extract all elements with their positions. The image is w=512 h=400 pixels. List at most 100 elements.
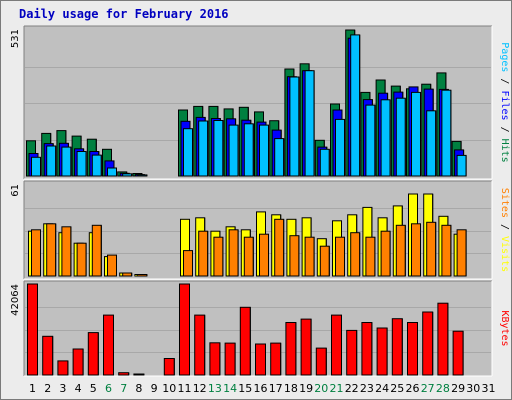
legend-bottom: KBytes — [499, 310, 510, 346]
bar-kbytes-day-20 — [315, 347, 327, 376]
bar-pages-day-3 — [61, 146, 72, 177]
day-label-9: 9 — [151, 382, 158, 395]
bar-kbytes-day-4 — [72, 348, 84, 376]
bar-sites-day-24 — [380, 230, 391, 277]
bar-pages-day-6 — [107, 167, 117, 177]
day-label-22: 22 — [345, 382, 359, 395]
bar-kbytes-day-6 — [103, 314, 114, 376]
bar-pages-day-12 — [198, 120, 209, 177]
bar-kbytes-day-22 — [346, 329, 358, 376]
bar-pages-day-26 — [411, 91, 421, 177]
panel-top: 531 Pages / Files / Hits — [10, 25, 510, 180]
bar-pages-day-4 — [76, 151, 87, 177]
legend-entry: KBytes — [499, 310, 510, 346]
bar-pages-day-18 — [289, 76, 300, 177]
bar-kbytes-day-10 — [163, 358, 175, 376]
panel-max-label: 61 — [10, 184, 21, 197]
bar-pages-day-27 — [426, 110, 437, 177]
bar-pages-day-17 — [274, 138, 285, 177]
bar-pages-day-19 — [304, 70, 315, 177]
day-label-14: 14 — [223, 382, 237, 395]
bar-sites-day-6 — [107, 254, 117, 277]
bar-sites-day-28 — [441, 224, 452, 277]
legend-entry: / — [499, 121, 510, 139]
bar-kbytes-day-27 — [422, 311, 434, 376]
legend-entry: Files — [499, 90, 510, 120]
bar-kbytes-day-7 — [118, 372, 130, 376]
bar-sites-day-19 — [304, 236, 315, 277]
bar-pages-day-5 — [91, 154, 102, 177]
panel-max-label: 531 — [10, 29, 21, 48]
bar-pages-day-28 — [441, 89, 452, 177]
day-label-30: 30 — [466, 382, 480, 395]
day-label-13: 13 — [208, 382, 222, 395]
bar-sites-day-25 — [395, 224, 406, 277]
bar-kbytes-day-19 — [300, 318, 312, 376]
day-label-10: 10 — [162, 382, 176, 395]
bar-sites-day-11 — [183, 250, 193, 277]
bar-sites-day-18 — [289, 235, 300, 277]
day-label-1: 1 — [29, 382, 36, 395]
bar-pages-day-1 — [31, 156, 41, 177]
bar-pages-day-22 — [350, 34, 361, 177]
day-label-4: 4 — [75, 382, 82, 395]
bar-kbytes-day-17 — [270, 342, 282, 376]
bar-sites-day-17 — [274, 218, 285, 277]
day-label-15: 15 — [238, 382, 252, 395]
bar-pages-day-24 — [380, 99, 391, 177]
bar-kbytes-day-18 — [285, 322, 297, 376]
bar-sites-day-12 — [198, 230, 209, 277]
bar-pages-day-8 — [137, 174, 148, 177]
bar-pages-day-21 — [335, 118, 345, 177]
legend-top: Pages / Files / Hits — [499, 42, 510, 162]
bar-kbytes-day-23 — [361, 322, 373, 376]
day-label-8: 8 — [135, 382, 142, 395]
bar-sites-day-5 — [91, 224, 102, 277]
bar-kbytes-day-29 — [452, 330, 464, 376]
bar-kbytes-day-21 — [331, 314, 342, 376]
bar-kbytes-day-13 — [209, 342, 221, 376]
bar-sites-day-14 — [228, 229, 239, 277]
day-label-29: 29 — [451, 382, 465, 395]
day-label-24: 24 — [375, 382, 389, 395]
bar-kbytes-day-24 — [376, 327, 388, 376]
bar-pages-day-11 — [183, 128, 193, 177]
bar-sites-day-21 — [335, 236, 345, 277]
day-label-18: 18 — [284, 382, 298, 395]
day-label-21: 21 — [330, 382, 344, 395]
bar-kbytes-day-5 — [87, 332, 99, 376]
bar-pages-day-20 — [319, 148, 330, 177]
day-label-16: 16 — [254, 382, 268, 395]
day-label-5: 5 — [90, 382, 97, 395]
bar-kbytes-day-14 — [224, 342, 236, 376]
bar-sites-day-1 — [31, 229, 41, 277]
panel-middle: 61 Sites / Visits — [10, 180, 510, 280]
bar-kbytes-day-12 — [194, 314, 206, 376]
bar-kbytes-day-3 — [57, 360, 69, 376]
day-axis: 1 2 3 4 5 6 7 8 9 10 11 12 13 14 15 16 17 18 19 20 21 22 23 24 2… — [29, 382, 496, 395]
bar-kbytes-day-11 — [179, 283, 190, 376]
bar-pages-day-25 — [395, 97, 406, 177]
bar-sites-day-16 — [259, 233, 269, 277]
day-label-25: 25 — [390, 382, 404, 395]
bar-kbytes-day-1 — [27, 283, 38, 376]
bar-kbytes-day-15 — [239, 306, 251, 376]
bar-sites-day-20 — [319, 245, 330, 277]
bar-kbytes-day-28 — [437, 302, 449, 376]
legend-entry: Pages — [499, 42, 510, 72]
legend-entry: Hits — [499, 139, 510, 163]
bar-pages-day-2 — [46, 145, 57, 177]
bar-pages-day-23 — [365, 104, 376, 177]
day-label-17: 17 — [269, 382, 283, 395]
day-label-7: 7 — [120, 382, 127, 395]
day-label-6: 6 — [105, 382, 112, 395]
legend-entry: Sites — [499, 188, 510, 218]
bar-kbytes-day-8 — [133, 373, 145, 376]
panel-bottom: 42064 KBytes — [10, 280, 510, 377]
bar-sites-day-7 — [122, 272, 133, 277]
bar-kbytes-day-26 — [407, 322, 418, 376]
day-label-27: 27 — [421, 382, 435, 395]
day-label-31: 31 — [482, 382, 496, 395]
bar-sites-day-26 — [411, 223, 421, 277]
